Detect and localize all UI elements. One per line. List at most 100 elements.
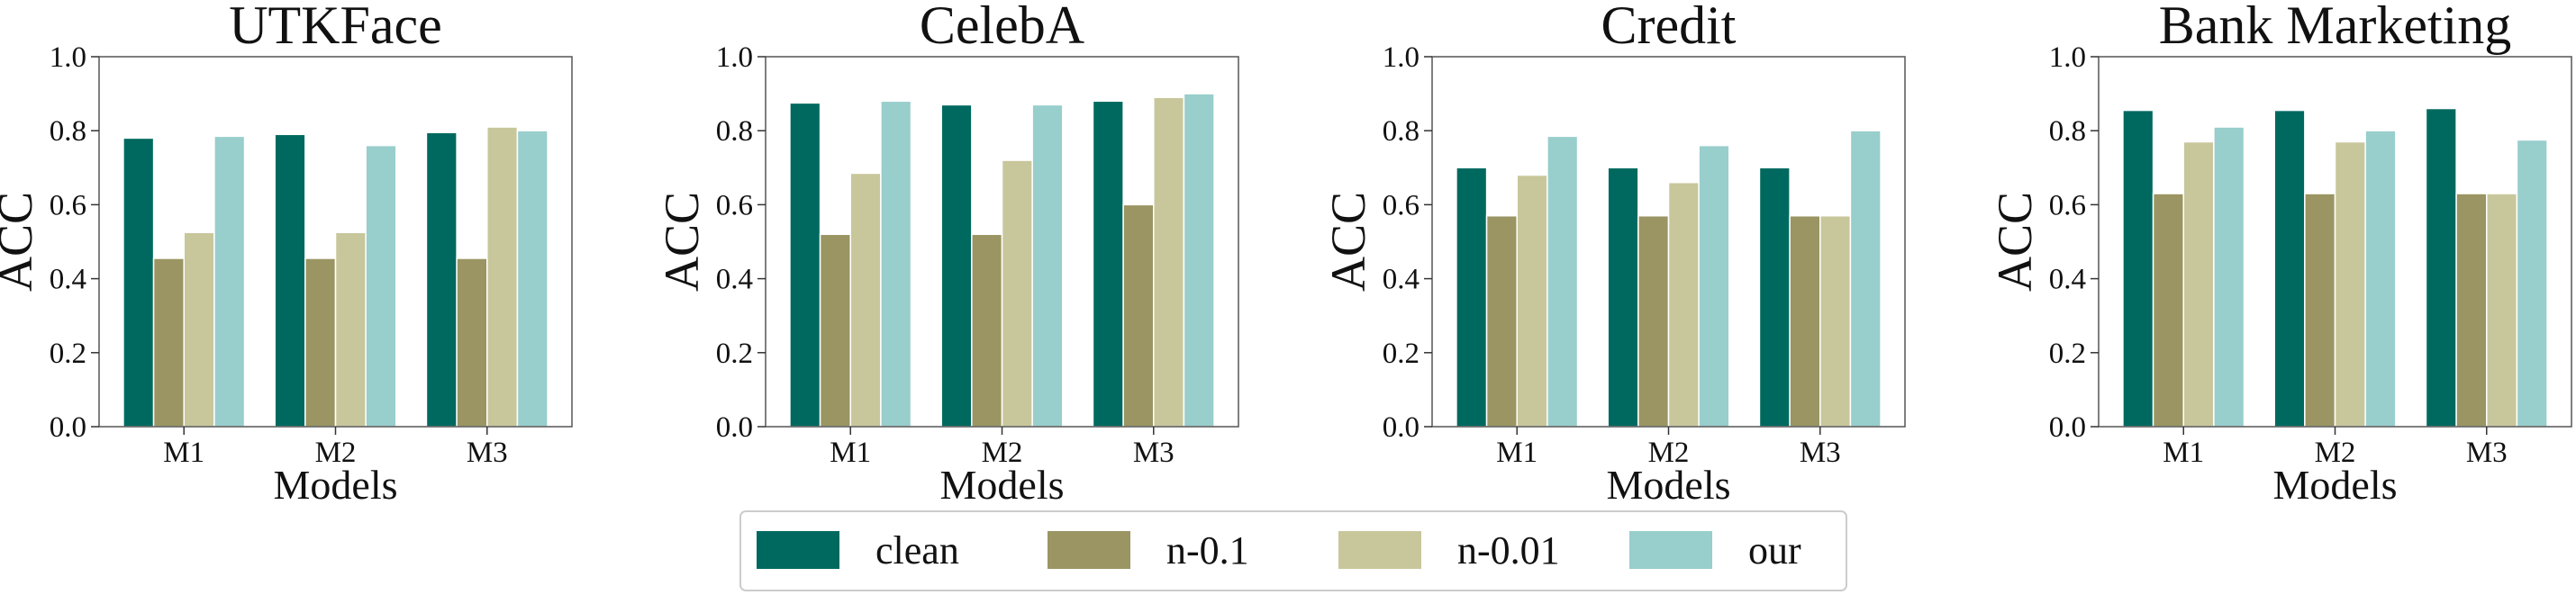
bar-n-0-1-m3 [1122,203,1155,428]
bar-our-m3 [1183,93,1215,428]
bar-our-m1 [213,135,246,428]
y-tick-label: 0.6 [1383,189,1420,221]
bar-clean-m2 [2273,109,2306,428]
y-tick-label: 0.8 [1383,115,1420,148]
bar-clean-m3 [1758,167,1791,428]
y-tick-label: 0.8 [716,115,753,148]
bar-n-0-01-m3 [2486,193,2518,428]
x-axis-label: Models [2273,462,2398,508]
y-tick-label: 0.6 [50,189,86,221]
bar-clean-m3 [1092,100,1124,428]
legend-label-clean: clean [875,528,959,572]
chart-utkface: UTKFace 0.0 0.2 0.4 0.6 0.8 1.0 M1 M2 M3 Models ACC [0,0,573,508]
x-tick-label: M1 [2163,437,2204,469]
bar-n-0-01-m3 [1819,214,1852,428]
y-axis-label: ACC [0,192,42,292]
y-tick-label: 1.0 [1383,41,1420,74]
bar-n-0-1-m2 [304,257,337,428]
y-tick-label: 0.0 [50,411,86,444]
x-tick-label: M3 [2466,437,2508,469]
y-axis-label: ACC [655,192,709,292]
bar-our-m1 [880,100,912,428]
legend-label-n-0-01: n-0.01 [1457,528,1560,572]
bar-our-m1 [2213,126,2245,428]
y-tick-label: 0.0 [2049,411,2086,444]
bar-clean-m3 [2425,107,2457,428]
bar-n-0-01-m2 [1001,159,1033,428]
bar-our-m3 [516,130,549,428]
bar-n-0-01-m2 [2334,140,2366,428]
y-tick-label: 1.0 [716,41,753,74]
chart-title: UTKFace [229,0,442,55]
bar-n-0-1-m2 [971,233,1003,428]
bar-n-0-01-m3 [1153,96,1185,428]
bar-clean-m2 [274,133,306,428]
y-tick-label: 0.0 [1383,411,1420,444]
x-tick-label: M1 [163,437,204,469]
legend-swatch-clean [757,531,839,569]
y-tick-label: 0.6 [2049,189,2086,221]
bar-n-0-01-m1 [183,231,215,428]
y-tick-label: 0.8 [50,115,86,148]
bar-clean-m2 [1607,167,1639,428]
legend-swatch-n-0-01 [1338,531,1421,569]
x-tick-label: M2 [982,437,1023,469]
y-tick-label: 0.4 [716,264,753,296]
y-tick-label: 0.4 [50,264,86,296]
y-axis-label: ACC [1988,192,2042,292]
x-tick-label: M2 [315,437,357,469]
bar-clean-m2 [940,104,973,428]
bar-our-m2 [365,144,397,428]
bar-n-0-01-m1 [849,172,882,428]
bar-our-m2 [1031,104,1064,428]
bar-n-0-1-m1 [2152,193,2184,428]
bar-clean-m1 [789,102,821,428]
x-tick-label: M3 [1800,437,1841,469]
legend-frame [739,510,1847,591]
bar-our-m3 [1849,130,1882,428]
chart-title: Bank Marketing [2159,0,2512,55]
bar-our-m2 [2364,130,2397,428]
bar-n-0-01-m1 [2182,140,2215,428]
bar-n-0-1-m3 [2455,193,2488,428]
bar-n-0-1-m1 [819,233,851,428]
bar-our-m3 [2516,139,2548,428]
y-tick-label: 0.6 [716,189,753,221]
y-tick-label: 0.2 [2049,338,2086,370]
chart-bank-marketing: Bank Marketing 0.0 0.2 0.4 0.6 0.8 1.0 M1 M2 M3 Mo… [1988,0,2572,508]
x-tick-label: M2 [1648,437,1690,469]
legend-swatch-our [1629,531,1712,569]
y-tick-label: 0.0 [716,411,753,444]
y-axis-label: ACC [1321,192,1375,292]
x-axis-label: Models [940,462,1065,508]
bar-n-0-1-m1 [152,257,185,428]
x-tick-label: M1 [830,437,871,469]
bar-clean-m1 [122,137,155,428]
x-tick-label: M1 [1496,437,1537,469]
bar-n-0-1-m3 [456,257,488,428]
y-tick-label: 0.2 [50,338,86,370]
bar-clean-m1 [2122,109,2154,428]
chart-title: Credit [1601,0,1737,55]
x-tick-label: M3 [1133,437,1175,469]
x-tick-label: M3 [467,437,508,469]
y-tick-label: 0.2 [716,338,753,370]
legend-swatch-n-0-1 [1048,531,1130,569]
bar-n-0-1-m1 [1485,214,1518,428]
bar-n-0-1-m3 [1789,214,1821,428]
x-axis-label: Models [1607,462,1731,508]
y-tick-label: 1.0 [50,41,86,74]
bar-n-0-01-m1 [1516,174,1548,428]
bar-our-m2 [1698,144,1730,428]
chart-credit: Credit 0.0 0.2 0.4 0.6 0.8 1.0 M1 M2 M3 Models ACC [1321,0,1906,508]
bar-n-0-01-m2 [1667,181,1700,428]
chart-title: CelebA [920,0,1084,55]
legend-label-our: our [1748,528,1801,572]
y-tick-label: 0.4 [2049,264,2086,296]
y-tick-label: 0.8 [2049,115,2086,148]
bar-our-m1 [1547,135,1579,428]
y-tick-label: 1.0 [2049,41,2086,74]
bar-clean-m1 [1456,167,1488,428]
legend-label-n-0-1: n-0.1 [1166,528,1249,572]
